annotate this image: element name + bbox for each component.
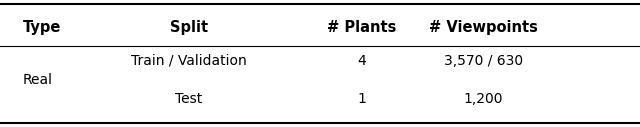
Text: Test: Test	[175, 92, 202, 106]
Text: Train / Validation: Train / Validation	[131, 54, 246, 68]
Text: Real: Real	[22, 73, 52, 87]
Text: # Viewpoints: # Viewpoints	[429, 20, 538, 35]
Text: 1: 1	[357, 92, 366, 106]
Text: Type: Type	[22, 20, 61, 35]
Text: Split: Split	[170, 20, 208, 35]
Text: 4: 4	[357, 54, 366, 68]
Text: # Plants: # Plants	[327, 20, 396, 35]
Text: 1,200: 1,200	[463, 92, 503, 106]
Text: 3,570 / 630: 3,570 / 630	[444, 54, 523, 68]
